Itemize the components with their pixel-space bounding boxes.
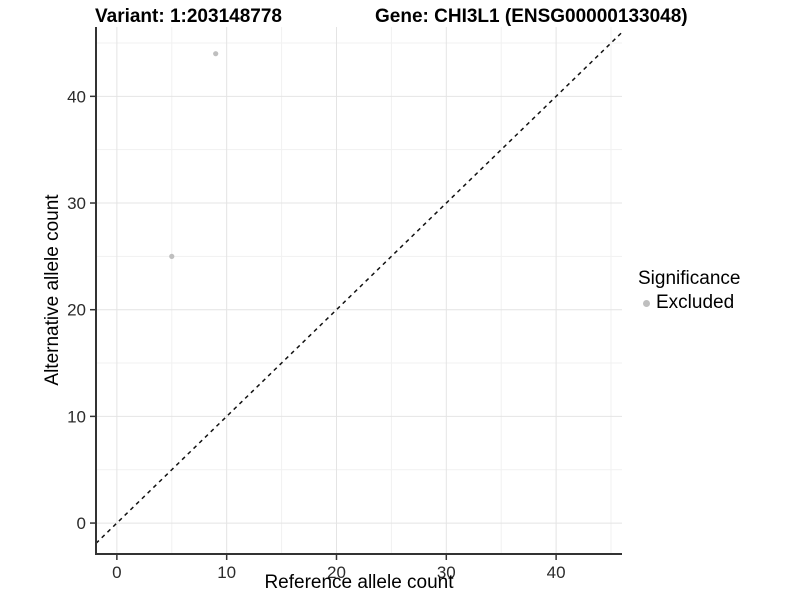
y-axis-title: Alternative allele count xyxy=(42,194,63,386)
plot-title-variant: Variant: 1:203148778 xyxy=(95,6,282,27)
identity-dashed-line xyxy=(95,31,623,544)
y-tick-label: 10 xyxy=(67,407,86,426)
legend: Significance Excluded xyxy=(638,268,740,314)
data-point xyxy=(169,253,175,259)
x-tick-label: 30 xyxy=(437,563,456,582)
circle-icon xyxy=(643,299,650,307)
y-tick-label: 40 xyxy=(67,87,86,106)
x-tick-label: 20 xyxy=(327,563,346,582)
x-tick-label: 10 xyxy=(217,563,236,582)
x-tick-label: 0 xyxy=(112,563,121,582)
x-tick-label: 40 xyxy=(547,563,566,582)
legend-title: Significance xyxy=(638,268,741,289)
plot-title-gene: Gene: CHI3L1 (ENSG00000133048) xyxy=(375,6,688,27)
y-tick-label: 20 xyxy=(67,301,86,320)
legend-item-label: Excluded xyxy=(656,292,735,313)
y-tick-label: 30 xyxy=(67,194,86,213)
data-point xyxy=(213,51,219,57)
x-axis-title: Reference allele count xyxy=(264,572,454,593)
legend-item-excluded: Excluded xyxy=(638,292,740,314)
y-tick-label: 0 xyxy=(77,514,86,533)
